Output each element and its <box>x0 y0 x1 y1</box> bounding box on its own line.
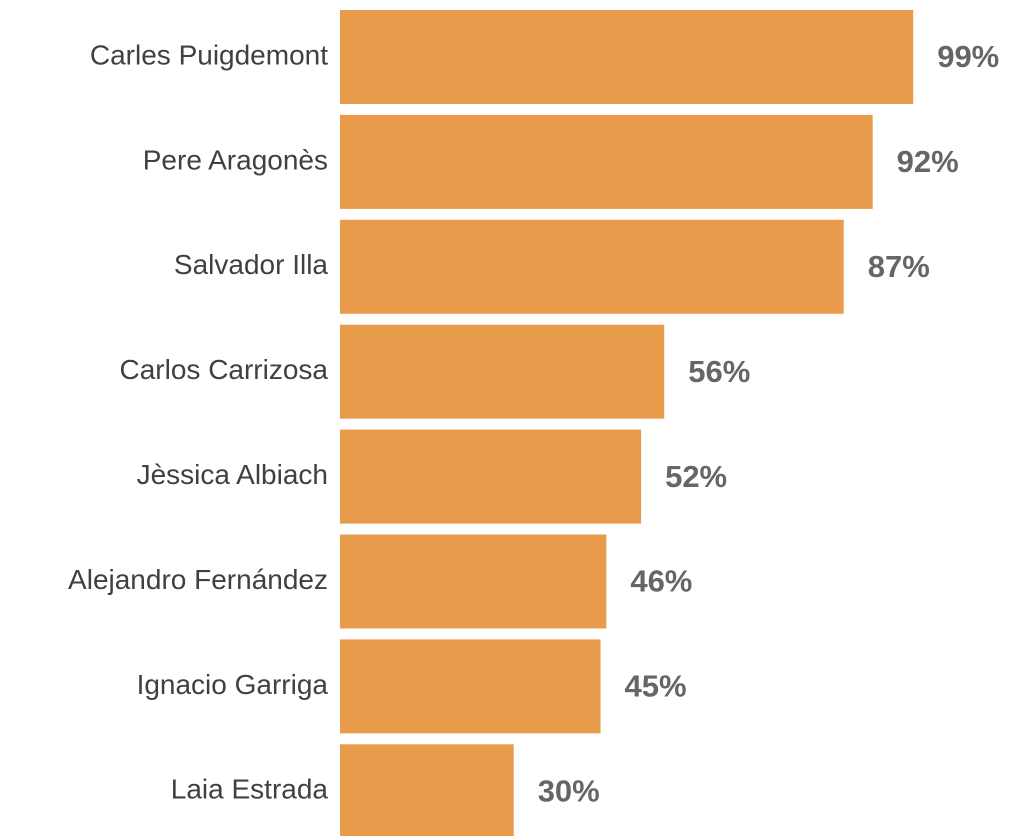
value-label: 99% <box>937 39 999 74</box>
category-label: Ignacio Garriga <box>137 669 329 700</box>
value-label: 45% <box>625 669 687 704</box>
bar <box>340 744 514 836</box>
category-label: Carlos Carrizosa <box>120 354 329 385</box>
category-label: Alejandro Fernández <box>68 564 328 595</box>
bar <box>340 324 665 419</box>
bar <box>340 639 601 734</box>
value-label: 92% <box>897 144 959 179</box>
bar <box>340 10 914 104</box>
category-label: Carles Puigdemont <box>90 39 328 70</box>
value-label: 52% <box>665 459 727 494</box>
value-label: 87% <box>868 249 930 284</box>
value-label: 46% <box>630 564 692 599</box>
bar <box>340 534 607 629</box>
category-label: Pere Aragonès <box>143 144 328 175</box>
value-label: 30% <box>538 773 600 808</box>
category-label: Salvador Illa <box>174 249 329 280</box>
value-label: 56% <box>688 354 750 389</box>
bar <box>340 429 642 524</box>
category-label: Jèssica Albiach <box>137 459 328 490</box>
bar <box>340 114 873 209</box>
bar <box>340 219 844 314</box>
category-label: Laia Estrada <box>171 774 329 805</box>
